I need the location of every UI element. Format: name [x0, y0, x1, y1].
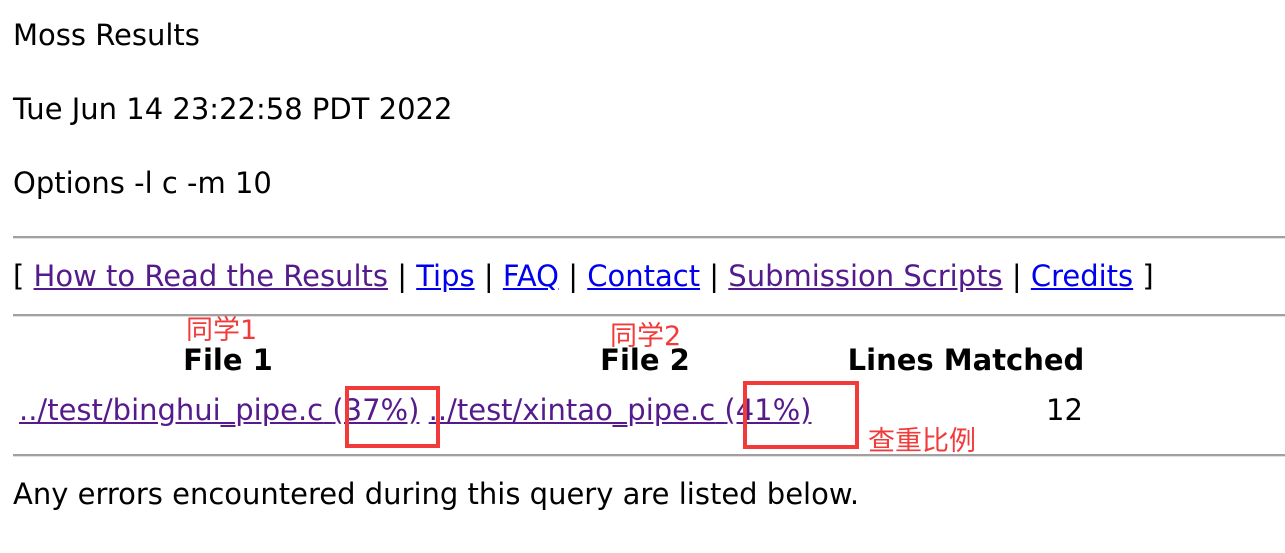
separator: | — [397, 259, 407, 293]
link-tips[interactable]: Tips — [416, 259, 475, 293]
table-row: ../test/binghui_pipe.c (37%) ../test/xin… — [19, 393, 812, 427]
highlight-box — [743, 381, 859, 449]
file2-link[interactable]: ../test/xintao_pipe.c (41%) — [429, 393, 812, 427]
annotation-similarity: 查重比例 — [868, 426, 976, 457]
annotation-student1: 同学1 — [186, 315, 258, 346]
link-how-to-read[interactable]: How to Read the Results — [33, 259, 388, 293]
file2-percent: (41%) — [724, 393, 812, 427]
divider — [13, 454, 1285, 457]
file1-name: ../test/binghui_pipe.c — [19, 393, 324, 427]
link-faq[interactable]: FAQ — [502, 259, 560, 293]
separator: | — [1011, 259, 1022, 293]
options-text: Options -l c -m 10 — [13, 166, 272, 200]
annotation-student2: 同学2 — [610, 321, 682, 352]
page-title: Moss Results — [13, 18, 200, 52]
errors-text: Any errors encountered during this query… — [13, 477, 860, 511]
link-contact[interactable]: Contact — [587, 259, 701, 293]
header-file2: File 2 — [600, 343, 690, 377]
divider — [13, 314, 1285, 317]
divider — [13, 236, 1285, 239]
link-submission-scripts[interactable]: Submission Scripts — [728, 259, 1003, 293]
file1-link[interactable]: ../test/binghui_pipe.c (37%) — [19, 393, 419, 427]
nav-links: [ How to Read the Results | Tips | FAQ |… — [13, 259, 1154, 293]
highlight-box — [345, 386, 440, 448]
lines-matched-value: 12 — [1046, 393, 1083, 427]
report-date: Tue Jun 14 23:22:58 PDT 2022 — [13, 92, 453, 126]
file2-name: ../test/xintao_pipe.c — [428, 393, 716, 427]
link-credits[interactable]: Credits — [1030, 259, 1134, 293]
header-lines-matched: Lines Matched — [847, 343, 1085, 377]
header-file1: File 1 — [183, 343, 273, 377]
separator: | — [483, 259, 494, 293]
separator: | — [568, 259, 579, 293]
separator: | — [709, 259, 720, 293]
bracket: ] — [1142, 259, 1154, 293]
bracket: [ — [13, 259, 25, 293]
